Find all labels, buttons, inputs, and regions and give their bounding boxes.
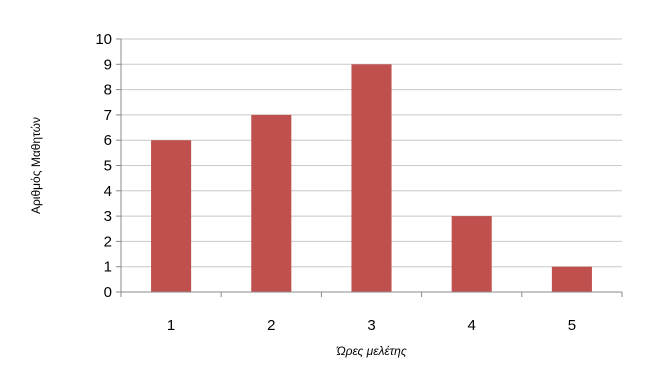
bars	[151, 64, 592, 293]
x-tick-label: 3	[367, 317, 375, 334]
x-tick-label: 5	[568, 317, 576, 334]
bar-4	[451, 216, 492, 292]
bar-5	[551, 266, 592, 292]
y-tick-label: 8	[104, 82, 112, 99]
bar-3	[351, 64, 392, 292]
x-tick-labels: 1 2 3 4 5	[167, 317, 576, 334]
y-tick-label: 9	[104, 56, 112, 73]
bar-1	[151, 140, 192, 292]
y-tick-label: 2	[104, 233, 112, 250]
y-tick-label: 1	[104, 259, 112, 276]
y-axis-title: Αριθμός Μαθητών	[29, 117, 43, 214]
axes	[120, 39, 622, 293]
y-tick-label: 5	[104, 158, 112, 175]
y-tick-label: 3	[104, 208, 112, 225]
y-tick-label: 0	[104, 284, 112, 301]
y-tick-label: 4	[104, 183, 112, 200]
y-tick-label: 7	[104, 107, 112, 124]
y-tick-labels: 0 1 2 3 4 5 6 7 8 9 10	[95, 31, 112, 301]
x-tick-label: 1	[167, 317, 175, 334]
y-tick-label: 6	[104, 132, 112, 149]
x-tick-label: 2	[267, 317, 275, 334]
x-tick-label: 4	[468, 317, 476, 334]
y-tick-label: 10	[95, 31, 112, 48]
bar-2	[251, 114, 292, 293]
x-axis-title: Ώρες μελέτης	[336, 344, 406, 358]
